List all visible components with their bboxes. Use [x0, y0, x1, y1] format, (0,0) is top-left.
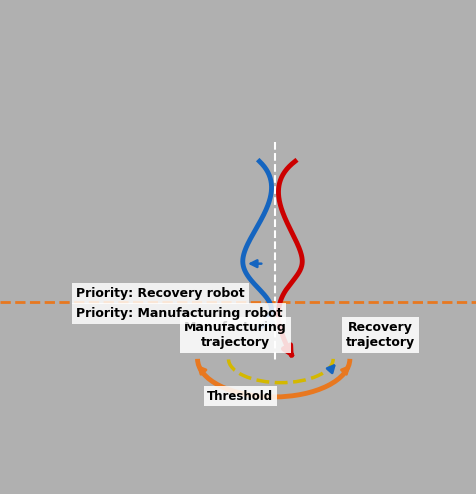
Text: Priority: Manufacturing robot: Priority: Manufacturing robot — [76, 307, 283, 320]
Text: Threshold: Threshold — [208, 390, 273, 403]
Text: Recovery
trajectory: Recovery trajectory — [346, 321, 416, 349]
Text: Manufacturing
trajectory: Manufacturing trajectory — [184, 321, 287, 349]
Text: Priority: Recovery robot: Priority: Recovery robot — [76, 287, 245, 300]
